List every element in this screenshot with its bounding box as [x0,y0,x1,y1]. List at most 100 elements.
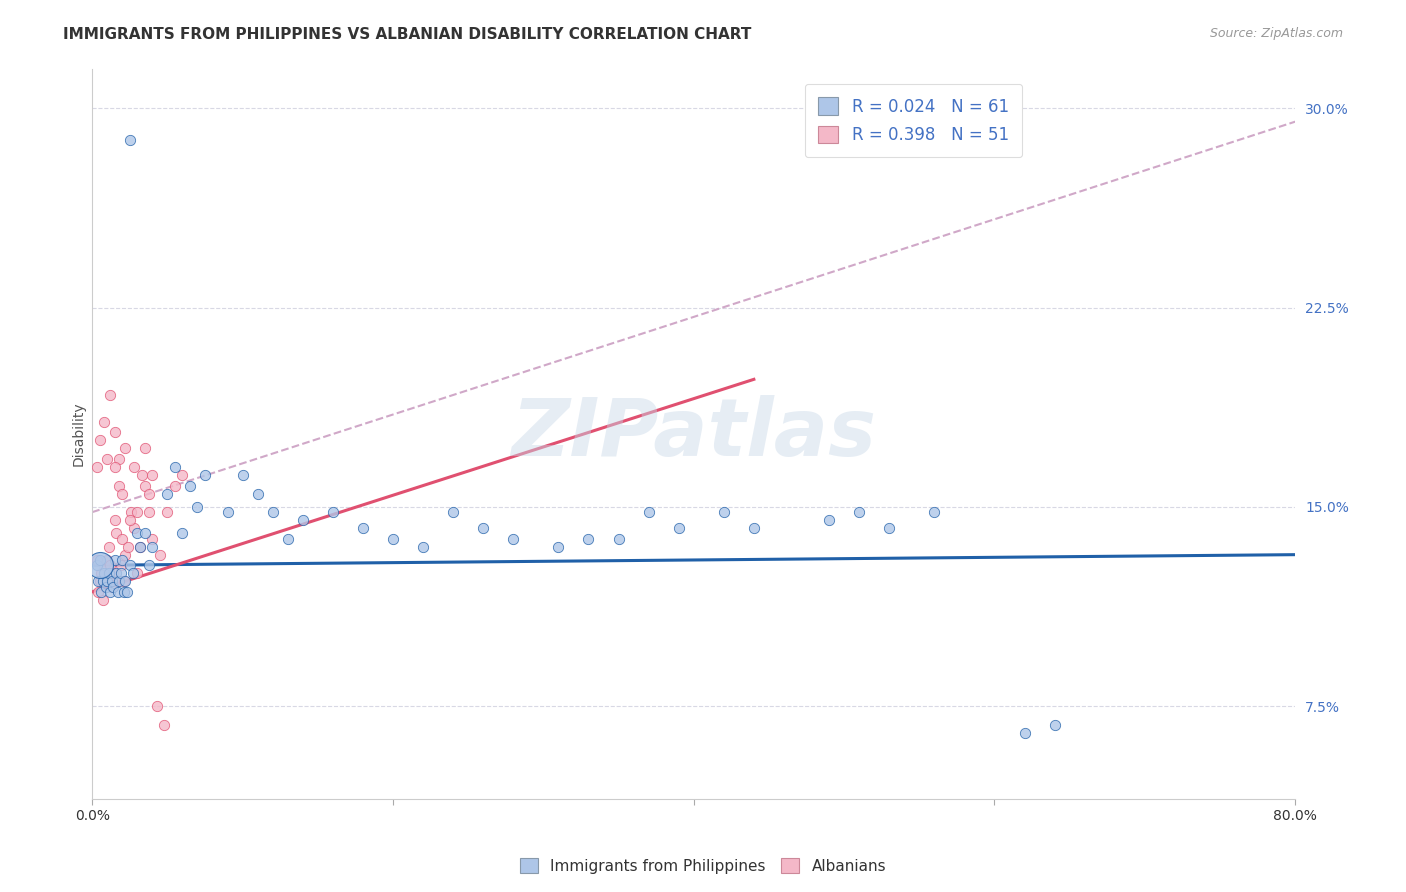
Point [129,540,152,554]
Point [90,566,112,581]
Point [578,532,600,546]
Point [668,521,690,535]
Point [111,486,134,500]
Point [87,585,110,599]
Point [121,566,143,581]
Legend: Immigrants from Philippines, Albanians: Immigrants from Philippines, Albanians [513,852,893,880]
Point [156,505,179,519]
Point [112,574,135,589]
Point [104,460,127,475]
Point [112,585,135,599]
Point [153,717,176,731]
Point [848,505,870,519]
Point [103,566,125,581]
Point [124,521,146,535]
Point [104,425,127,440]
Point [86,553,108,567]
Point [127,505,149,519]
Point [96,553,118,567]
Point [118,513,141,527]
Point [742,521,765,535]
Point [98,585,121,599]
Point [1043,717,1066,731]
Point [100,580,122,594]
Point [98,558,121,573]
Point [149,548,172,562]
Point [108,478,131,492]
Point [100,574,122,589]
Text: ZIPatlas: ZIPatlas [512,395,876,473]
Point [138,505,160,519]
Point [381,532,404,546]
Point [163,460,186,475]
Point [924,505,946,519]
Point [186,500,208,514]
Point [713,505,735,519]
Point [110,558,132,573]
Point [194,467,217,482]
Point [104,553,127,567]
Point [97,540,120,554]
Point [141,532,163,546]
Point [93,415,115,429]
Point [91,592,114,607]
Point [94,574,117,589]
Point [120,505,142,519]
Point [172,467,194,482]
Point [138,558,160,573]
Point [89,558,111,573]
Point [322,505,344,519]
Point [262,505,284,519]
Point [97,566,120,581]
Point [111,553,134,567]
Point [412,540,434,554]
Text: Source: ZipAtlas.com: Source: ZipAtlas.com [1209,27,1343,40]
Point [93,566,115,581]
Y-axis label: Disability: Disability [72,401,86,467]
Point [179,478,201,492]
Point [91,574,114,589]
Point [86,460,108,475]
Legend: R = 0.024   N = 61, R = 0.398   N = 51: R = 0.024 N = 61, R = 0.398 N = 51 [806,84,1022,157]
Point [89,574,111,589]
Point [131,467,153,482]
Point [89,434,111,448]
Point [232,467,254,482]
Point [89,553,111,567]
Point [117,540,139,554]
Point [134,442,156,456]
Point [547,540,569,554]
Point [93,558,115,573]
Point [103,580,125,594]
Point [118,133,141,147]
Point [105,566,128,581]
Point [637,505,659,519]
Point [110,566,132,581]
Point [105,526,128,541]
Point [607,532,630,546]
Point [98,388,121,402]
Point [104,513,127,527]
Point [124,460,146,475]
Point [502,532,524,546]
Point [118,558,141,573]
Point [141,467,163,482]
Point [138,486,160,500]
Point [86,558,108,573]
Point [818,513,841,527]
Point [108,452,131,467]
Point [141,540,163,554]
Point [114,574,136,589]
Point [352,521,374,535]
Point [111,532,134,546]
Point [107,574,129,589]
Point [441,505,464,519]
Point [96,452,118,467]
Point [115,585,138,599]
Point [108,574,131,589]
Point [94,580,117,594]
Point [90,585,112,599]
Point [1014,725,1036,739]
Point [277,532,299,546]
Point [96,574,118,589]
